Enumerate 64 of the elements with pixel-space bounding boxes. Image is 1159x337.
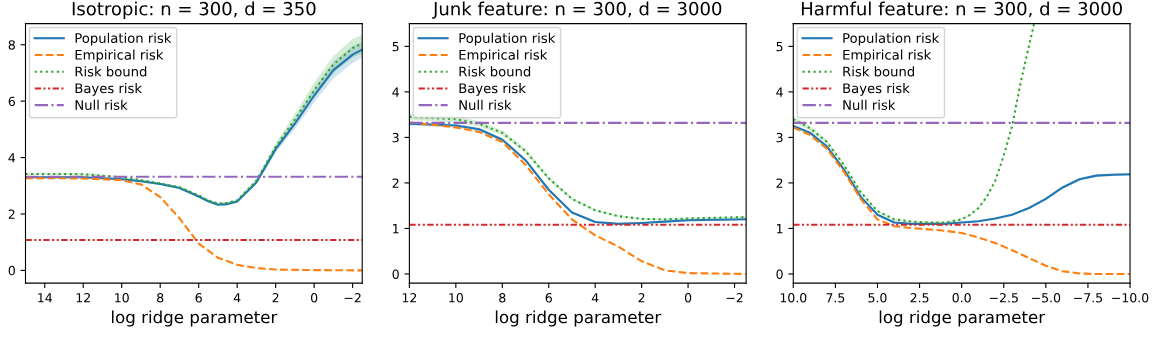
x-tick-label: 12 xyxy=(76,293,90,303)
y-tick-label: 3 xyxy=(776,132,783,143)
x-tick-label: −7.5 xyxy=(1074,293,1103,303)
x-tick-label: −5.0 xyxy=(1031,293,1061,303)
chart-title: Junk feature: n = 300, d = 3000 xyxy=(432,1,722,19)
legend-label: Bayes risk xyxy=(843,83,910,96)
x-tick-label: 10 xyxy=(115,293,129,303)
legend-label: Risk bound xyxy=(843,66,914,77)
x-tick-label: 4 xyxy=(233,293,241,303)
legend-label: Null risk xyxy=(459,99,512,110)
y-tick-label: 0 xyxy=(392,269,399,279)
chart-title: Harmful feature: n = 300, d = 3000 xyxy=(801,1,1122,18)
x-tick-label: 7.5 xyxy=(826,293,845,303)
x-tick-label: 10.0 xyxy=(780,293,807,303)
x-tick-label: 8 xyxy=(499,293,506,303)
legend-label: Null risk xyxy=(843,99,896,110)
y-tick-label: 3 xyxy=(392,132,399,143)
legend-label: Null risk xyxy=(75,99,128,110)
y-tick-label: 0 xyxy=(776,269,783,279)
x-tick-label: 6 xyxy=(195,293,202,303)
x-tick-label: 5.0 xyxy=(868,293,887,303)
x-tick-label: 8 xyxy=(157,293,164,303)
x-axis-title: log ridge parameter xyxy=(879,310,1046,327)
chart-title: Isotropic: n = 300, d = 350 xyxy=(72,1,316,20)
x-tick-label: 10 xyxy=(449,293,463,303)
x-tick-label: −2 xyxy=(344,293,361,303)
x-tick-label: −2 xyxy=(726,293,743,303)
x-tick-label: 0 xyxy=(684,293,692,303)
legend-label: Risk bound xyxy=(459,66,531,77)
y-tick-label: 4 xyxy=(392,87,399,97)
y-tick-label: 4 xyxy=(8,153,16,163)
y-tick-label: 6 xyxy=(8,96,15,107)
legend-label: Bayes risk xyxy=(75,83,143,96)
x-tick-label: 0.0 xyxy=(952,293,971,303)
legend-label: Risk bound xyxy=(75,66,147,77)
y-tick-label: 5 xyxy=(392,41,399,52)
y-tick-label: 4 xyxy=(776,87,783,97)
y-tick-label: 2 xyxy=(8,209,15,219)
legend-label: Empirical risk xyxy=(75,49,164,63)
legend-label: Bayes risk xyxy=(459,83,526,96)
y-tick-label: 5 xyxy=(776,41,783,52)
x-tick-label: −2.5 xyxy=(989,293,1018,303)
legend-label: Population risk xyxy=(459,32,556,46)
x-tick-label: 4 xyxy=(591,293,599,303)
legend-label: Empirical risk xyxy=(459,49,548,63)
x-tick-label: 2.5 xyxy=(910,293,929,303)
y-tick-label: 1 xyxy=(776,224,783,234)
legend-label: Population risk xyxy=(843,32,940,46)
x-tick-label: 12 xyxy=(402,293,417,303)
y-tick-label: 8 xyxy=(8,40,15,50)
x-tick-label: 6 xyxy=(545,293,552,303)
y-tick-label: 2 xyxy=(776,178,783,188)
y-tick-label: 1 xyxy=(393,224,399,234)
x-tick-label: 2 xyxy=(638,293,645,303)
x-tick-label: 2 xyxy=(272,293,279,303)
x-axis-title: log ridge parameter xyxy=(112,310,278,327)
x-tick-label: 14 xyxy=(38,293,52,303)
y-tick-label: 0 xyxy=(8,265,15,276)
x-axis-title: log ridge parameter xyxy=(495,310,662,327)
x-tick-label: 0 xyxy=(310,293,318,303)
legend-label: Empirical risk xyxy=(843,49,932,63)
x-tick-label: −10.0 xyxy=(1112,293,1149,303)
legend-label: Population risk xyxy=(75,32,172,46)
y-tick-label: 2 xyxy=(392,178,399,188)
